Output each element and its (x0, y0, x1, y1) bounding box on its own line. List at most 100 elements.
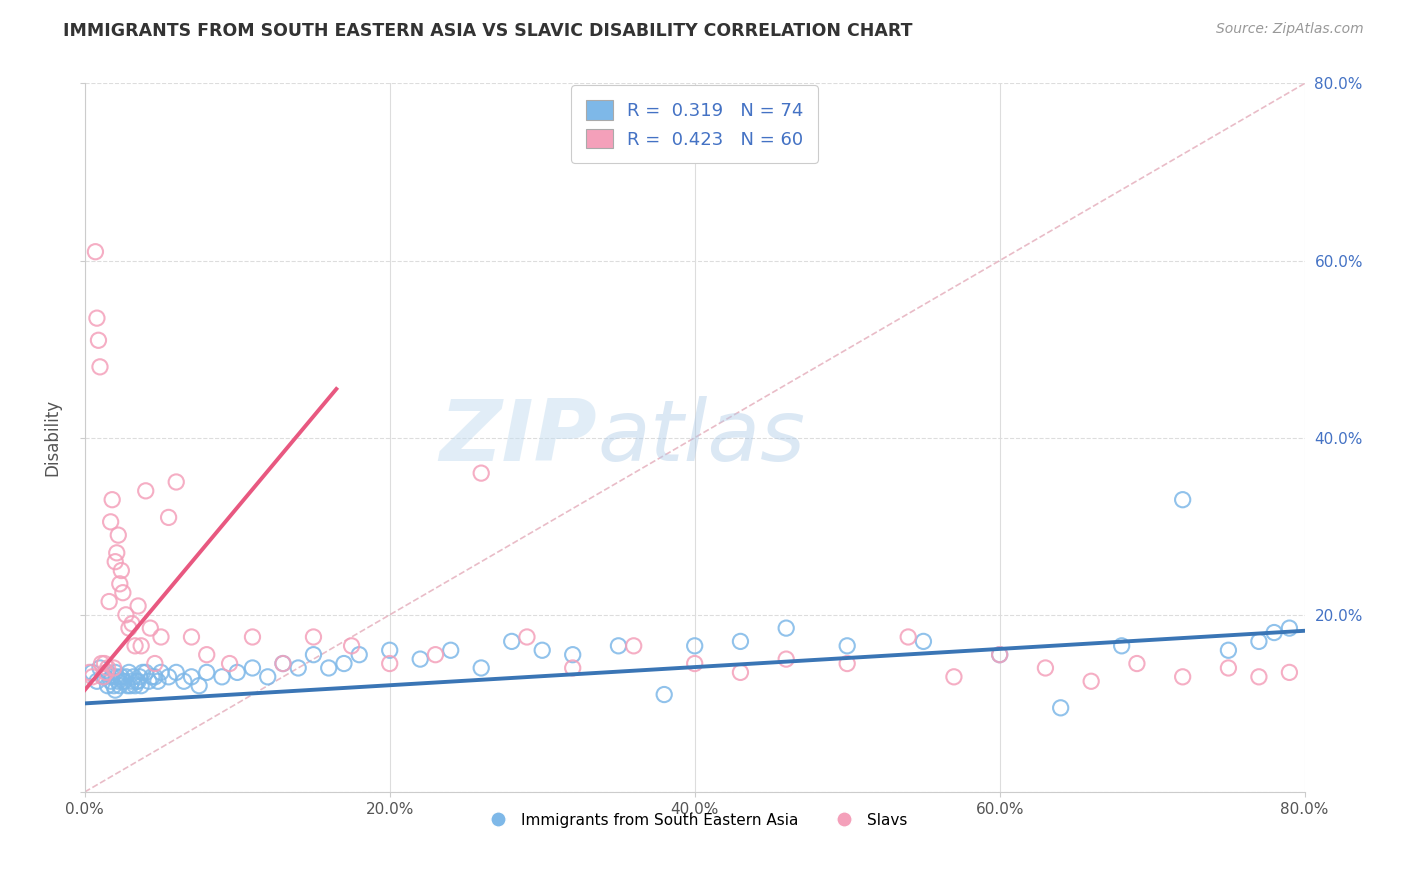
Point (135, 483, 157, 498)
Point (146, 674, 169, 689)
Text: Source: ZipAtlas.com: Source: ZipAtlas.com (1216, 22, 1364, 37)
Point (97, 679, 120, 693)
Y-axis label: Disability: Disability (44, 399, 60, 476)
Point (129, 639, 152, 653)
Point (1080, 674, 1102, 689)
Point (138, 674, 160, 689)
Point (440, 643, 463, 657)
Point (103, 679, 125, 693)
Point (103, 661, 125, 675)
Point (157, 670, 180, 684)
Point (180, 670, 202, 684)
Point (1247, 634, 1270, 648)
Point (91, 670, 114, 684)
Point (775, 621, 797, 635)
Point (135, 665, 157, 680)
Point (378, 657, 401, 671)
Point (122, 670, 145, 684)
Point (98, 594, 121, 608)
Point (86, 674, 108, 689)
Point (1111, 639, 1133, 653)
Point (101, 670, 124, 684)
Point (1035, 661, 1057, 675)
Point (105, 670, 128, 684)
Point (143, 670, 166, 684)
Text: IMMIGRANTS FROM SOUTH EASTERN ASIA VS SLAVIC DISABILITY CORRELATION CHART: IMMIGRANTS FROM SOUTH EASTERN ASIA VS SL… (63, 22, 912, 40)
Point (86, 311, 108, 326)
Text: atlas: atlas (598, 396, 806, 479)
Point (115, 607, 138, 622)
Point (1278, 665, 1301, 680)
Point (124, 639, 146, 653)
Point (82, 665, 104, 680)
Point (111, 585, 134, 599)
Point (129, 679, 152, 693)
Point (470, 466, 492, 480)
Point (118, 621, 141, 635)
Point (121, 674, 143, 689)
Point (149, 665, 172, 680)
Point (127, 599, 149, 613)
Point (302, 648, 325, 662)
Point (101, 492, 124, 507)
Point (111, 674, 134, 689)
Point (470, 661, 492, 675)
Point (1171, 670, 1194, 684)
Point (117, 679, 139, 693)
Point (242, 630, 264, 644)
Point (112, 674, 135, 689)
Point (333, 657, 356, 671)
Point (89, 359, 111, 374)
Point (683, 639, 706, 653)
Point (100, 674, 122, 689)
Legend: Immigrants from South Eastern Asia, Slavs: Immigrants from South Eastern Asia, Slav… (477, 806, 912, 834)
Point (165, 475, 187, 489)
Point (409, 652, 432, 666)
Point (652, 688, 675, 702)
Point (131, 665, 153, 680)
Point (143, 657, 166, 671)
Point (1049, 701, 1071, 715)
Point (100, 515, 122, 529)
Point (125, 674, 148, 689)
Point (107, 674, 129, 689)
Point (195, 648, 218, 662)
Point (837, 639, 859, 653)
Point (1126, 657, 1149, 671)
Point (93, 670, 115, 684)
Point (124, 679, 146, 693)
Point (173, 674, 195, 689)
Point (139, 621, 162, 635)
Point (195, 665, 218, 680)
Point (226, 665, 249, 680)
Point (531, 643, 554, 657)
Point (120, 679, 142, 693)
Point (87, 333, 110, 347)
Point (912, 634, 935, 648)
Point (128, 670, 150, 684)
Point (110, 564, 132, 578)
Point (165, 665, 187, 680)
Point (121, 616, 143, 631)
Point (84, 244, 107, 259)
Point (1247, 670, 1270, 684)
Point (775, 652, 797, 666)
Point (94, 665, 117, 680)
Point (271, 657, 294, 671)
Point (218, 657, 240, 671)
Point (988, 648, 1011, 662)
Point (347, 648, 370, 662)
Point (157, 510, 180, 524)
Point (82, 670, 104, 684)
Point (110, 670, 132, 684)
Point (1263, 625, 1285, 640)
Text: ZIP: ZIP (440, 396, 598, 479)
Point (108, 679, 131, 693)
Point (623, 639, 645, 653)
Point (730, 665, 752, 680)
Point (302, 630, 325, 644)
Point (127, 674, 149, 689)
Point (97, 661, 120, 675)
Point (93, 657, 115, 671)
Point (425, 648, 447, 662)
